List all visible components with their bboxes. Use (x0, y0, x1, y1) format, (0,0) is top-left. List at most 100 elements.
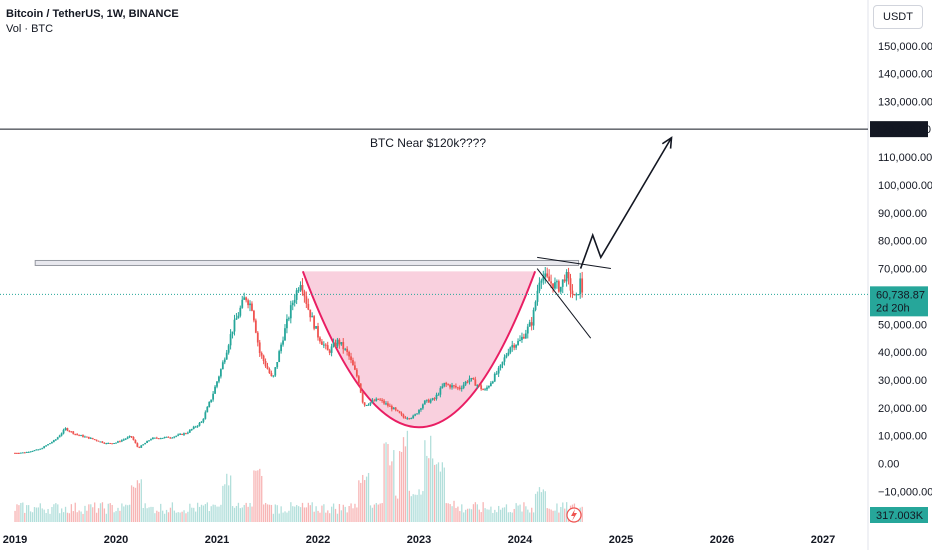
candle-body (146, 441, 148, 444)
candle-body (266, 366, 269, 370)
volume-bar (119, 510, 121, 522)
candle-body (171, 437, 174, 439)
candle-body (556, 281, 558, 283)
volume-bar (47, 508, 49, 522)
price-tick-label: 20,000.00 (878, 403, 927, 415)
volume-bar (261, 475, 263, 522)
volume-bar (542, 489, 545, 522)
candle-body (78, 434, 80, 436)
candle-body (204, 412, 207, 419)
candle-body (142, 444, 145, 446)
currency-button[interactable]: USDT (873, 5, 923, 29)
candle-body (546, 273, 549, 277)
candle-body (315, 326, 317, 329)
candle-body (188, 430, 191, 433)
candle-body (223, 359, 226, 363)
candle-body (540, 280, 543, 283)
volume-bar (566, 502, 568, 522)
candle-body (52, 440, 55, 443)
candle-body (320, 341, 323, 345)
candle-body (447, 384, 450, 386)
volume-bar (463, 512, 465, 522)
volume-bar (515, 503, 517, 522)
volume-bar (507, 512, 510, 522)
volume-bar (154, 513, 156, 522)
volume-bar (64, 506, 67, 522)
candle-body (33, 450, 36, 452)
candle-body (218, 376, 220, 382)
volume-bar (383, 443, 385, 522)
volume-bar (336, 513, 339, 522)
volume-bar (441, 462, 444, 522)
volume-bar (406, 430, 409, 522)
candle-body (340, 342, 343, 345)
candle-body (361, 392, 364, 403)
volume-bar (99, 503, 102, 522)
volume-bar (476, 504, 478, 522)
volume-bar (346, 512, 348, 522)
candle-body (41, 448, 44, 450)
candle-body (565, 271, 568, 282)
volume-bar (51, 507, 53, 522)
volume-bar (27, 505, 30, 522)
candle-body (270, 373, 273, 376)
lightning-icon (566, 507, 582, 523)
volume-bar (82, 513, 84, 522)
candle-body (517, 340, 519, 345)
volume-bar (400, 451, 403, 522)
candle-body (509, 347, 512, 353)
volume-bar (183, 510, 185, 522)
candle-body (416, 413, 418, 415)
candle-body (507, 352, 510, 356)
volume-bar (37, 507, 40, 522)
candle-body (330, 346, 333, 353)
last-price-tag-text: 2d 20h (876, 302, 910, 314)
candle-body (27, 451, 30, 453)
candle-body (68, 430, 71, 432)
candle-body (289, 305, 292, 319)
candle-body (435, 394, 438, 399)
candle-body (332, 342, 335, 347)
time-tick-label: 2023 (407, 534, 431, 546)
candle-body (84, 436, 86, 438)
volume-bar (319, 512, 321, 522)
volume-bar (352, 508, 354, 522)
candle-body (581, 278, 584, 293)
candle-body (398, 411, 401, 414)
candle-body (159, 438, 162, 440)
lightning-icon-bolt (571, 509, 577, 521)
volume-bar (113, 512, 115, 522)
candle-body (402, 414, 405, 418)
volume-bar (239, 508, 242, 522)
volume-bar (297, 506, 300, 522)
candle-body (400, 413, 403, 415)
candle-body (573, 294, 576, 296)
candle-body (474, 379, 477, 386)
candle-body (194, 426, 197, 428)
volume-bar (179, 512, 181, 522)
candle-body (482, 389, 484, 391)
candle-body (439, 388, 442, 395)
volume-bar (276, 505, 278, 522)
candle-body (253, 310, 255, 321)
volume-bar (233, 507, 236, 522)
volume-bar (494, 509, 496, 522)
volume-bar (284, 511, 286, 522)
candle-body (19, 452, 22, 454)
candle-body (91, 437, 94, 440)
volume-bar (404, 446, 407, 522)
candle-body (128, 436, 131, 438)
candle-body (390, 405, 393, 410)
candle-body (140, 445, 143, 448)
candle-body (365, 405, 368, 407)
volume-bar (59, 513, 61, 522)
volume-bar (125, 504, 127, 522)
volume-bar (503, 507, 506, 522)
candle-body (103, 442, 106, 444)
volume-bar (474, 502, 477, 522)
candle-body (336, 339, 339, 347)
candle-body (354, 365, 356, 370)
volume-bar (280, 506, 282, 522)
volume-bar (354, 503, 356, 522)
